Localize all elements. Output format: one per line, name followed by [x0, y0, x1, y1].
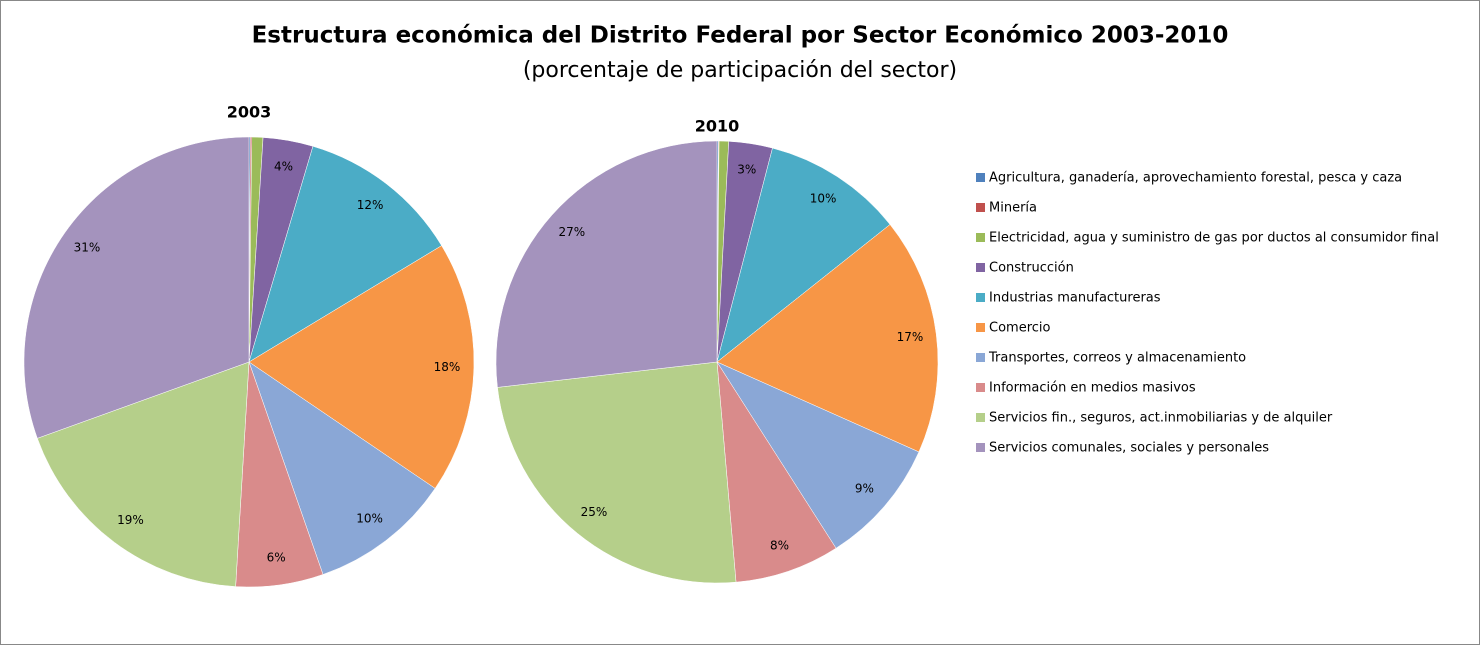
data-label: 12%	[357, 198, 384, 212]
data-label: 31%	[74, 241, 101, 255]
pie-slice: Comercio	[248, 245, 475, 489]
legend-swatch	[976, 233, 985, 242]
legend-swatch	[976, 203, 985, 212]
pie-slice: Servicios fin., seguros, act.inmobiliari…	[497, 361, 737, 584]
legend-swatch	[976, 353, 985, 362]
chart-subtitle: (porcentaje de participación del sector)	[523, 58, 957, 83]
data-label: 18%	[434, 360, 461, 374]
data-label: 9%	[855, 481, 874, 495]
data-label: 10%	[810, 191, 837, 205]
pie-title: 2003	[227, 103, 272, 122]
legend-swatch	[976, 293, 985, 302]
pie-slice: Servicios comunales, sociales y personal…	[23, 136, 250, 439]
legend-label: Agricultura, ganadería, aprovechamiento …	[989, 171, 1402, 186]
data-label: 3%	[737, 162, 756, 176]
pie-slice: Comercio	[716, 224, 939, 453]
pie-slice: Industrias manufactureras	[716, 147, 891, 363]
data-label: 19%	[117, 513, 144, 527]
legend-label: Construcción	[989, 261, 1074, 276]
data-label: 6%	[267, 551, 286, 565]
legend-swatch	[976, 263, 985, 272]
legend-label: Electricidad, agua y suministro de gas p…	[989, 231, 1439, 246]
pie-slice: Transportes, correos y almacenamiento	[716, 361, 920, 549]
pie-title: 2010	[695, 117, 740, 136]
data-label: 4%	[274, 160, 293, 174]
data-label: 10%	[356, 512, 383, 526]
legend-label: Información en medios masivos	[989, 381, 1196, 396]
legend-label: Servicios comunales, sociales y personal…	[989, 441, 1269, 456]
data-label: 17%	[897, 330, 924, 344]
legend-label: Comercio	[989, 321, 1051, 336]
data-label: 25%	[581, 505, 608, 519]
pie-slice: Servicios comunales, sociales y personal…	[495, 140, 718, 388]
legend-label: Minería	[989, 201, 1037, 216]
legend-swatch	[976, 413, 985, 422]
data-label: 27%	[558, 225, 585, 239]
chart-title: Estructura económica del Distrito Federa…	[252, 23, 1229, 49]
data-label: 8%	[770, 539, 789, 553]
pie-slice: Industrias manufactureras	[248, 145, 442, 363]
legend-label: Industrias manufactureras	[989, 291, 1161, 306]
legend-label: Transportes, correos y almacenamiento	[988, 351, 1246, 366]
pie-slice: Servicios fin., seguros, act.inmobiliari…	[37, 361, 250, 587]
pie-slice: Información en medios masivos	[716, 361, 837, 583]
legend-swatch	[976, 173, 985, 182]
legend-swatch	[976, 443, 985, 452]
legend-swatch	[976, 323, 985, 332]
legend-swatch	[976, 383, 985, 392]
legend-label: Servicios fin., seguros, act.inmobiliari…	[989, 411, 1333, 426]
pie-slice: Transportes, correos y almacenamiento	[248, 361, 436, 575]
